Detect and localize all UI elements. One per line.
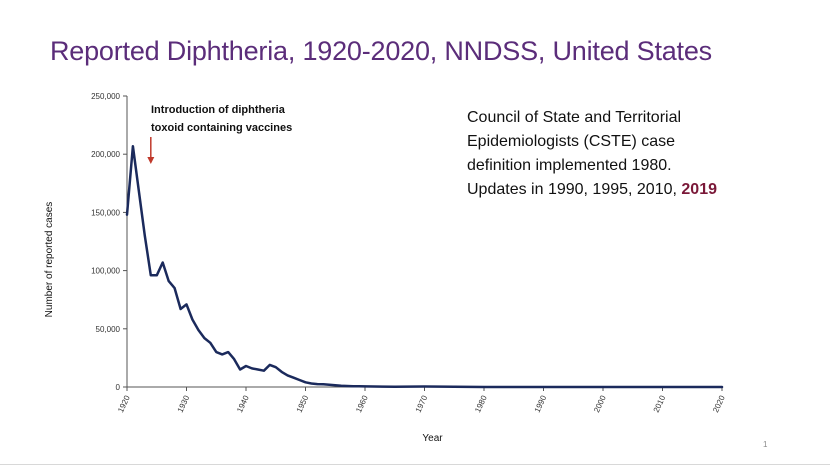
chart-axes [126, 96, 722, 388]
slide-title: Reported Diphtheria, 1920-2020, NNDSS, U… [50, 36, 712, 66]
data-point [167, 280, 170, 282]
data-point [209, 341, 212, 344]
x-tick-label: 2020 [711, 394, 727, 414]
data-point [364, 385, 366, 388]
data-point [245, 365, 247, 367]
x-tick-label: 1930 [176, 394, 192, 414]
data-point [358, 385, 360, 388]
note-line-4: Updates in 1990, 1995, 2010, 2019 [467, 178, 787, 202]
data-point [179, 308, 182, 310]
data-point [138, 190, 140, 193]
data-point [150, 274, 152, 277]
x-axis-label: Year [422, 433, 443, 444]
data-point [423, 385, 426, 388]
data-point [340, 385, 343, 387]
annotation-line-1: Introduction of diphtheria [151, 104, 286, 116]
x-tick-label: 1950 [295, 394, 311, 414]
case-definition-note: Council of State and Territorial Epidemi… [467, 106, 787, 202]
x-tick-label: 1920 [116, 394, 132, 414]
data-point [316, 383, 319, 385]
data-point [161, 261, 164, 264]
y-tick-label: 100,000 [91, 267, 120, 276]
note-line-4-text: Updates in 1990, 1995, 2010, [467, 181, 682, 198]
y-axis-ticks: 0 50,000 100,000 150,000 200,000 250,000 [91, 92, 127, 392]
x-tick-label: 2000 [592, 394, 608, 414]
note-highlight-year: 2019 [681, 181, 717, 198]
y-axis-label: Number of reported cases [44, 202, 55, 318]
data-point [280, 371, 283, 373]
y-tick-label: 150,000 [91, 208, 120, 217]
data-point [233, 358, 235, 360]
data-point [197, 329, 200, 331]
data-point [239, 368, 241, 371]
x-tick-label: 1960 [354, 394, 370, 414]
data-point [542, 386, 545, 388]
y-tick-label: 0 [116, 383, 121, 392]
data-point [483, 386, 485, 388]
data-point [203, 337, 206, 339]
data-point [132, 145, 134, 147]
data-point [144, 234, 146, 237]
data-point [126, 213, 128, 216]
y-tick-label: 250,000 [91, 92, 120, 101]
note-line-2: Epidemiologists (CSTE) case [467, 133, 676, 150]
data-point [185, 303, 188, 306]
data-point [602, 386, 604, 388]
data-point [346, 385, 348, 387]
x-tick-label: 1970 [414, 394, 430, 414]
data-point [292, 376, 295, 379]
data-point [334, 384, 337, 387]
data-point [453, 385, 456, 388]
y-tick-label: 50,000 [96, 325, 121, 334]
data-point [298, 379, 301, 381]
data-point [191, 318, 194, 321]
data-point [269, 364, 271, 366]
data-point [173, 287, 176, 289]
data-point [215, 351, 218, 353]
data-point [251, 367, 253, 370]
annotation-arrow-head [147, 157, 155, 164]
data-point [227, 351, 229, 353]
data-point [155, 274, 158, 277]
x-tick-label: 1940 [235, 394, 251, 414]
data-point [310, 382, 313, 385]
series-line [125, 144, 724, 389]
data-point [661, 386, 664, 388]
data-point [286, 374, 289, 377]
data-point [721, 386, 723, 388]
vaccine-annotation: Introduction of diphtheria toxoid contai… [147, 104, 292, 164]
x-tick-label: 2010 [652, 394, 668, 414]
annotation-line-2: toxoid containing vaccines [151, 122, 292, 134]
x-tick-label: 1980 [473, 394, 489, 414]
data-point [304, 381, 307, 384]
x-axis-ticks: 1920 1930 1940 1950 1960 1970 1980 1990 2000 2010… [116, 387, 727, 414]
note-line-3: definition implemented 1980. [467, 157, 672, 174]
data-point [352, 385, 354, 387]
series-layer [125, 144, 724, 389]
data-point [263, 369, 265, 372]
data-point [328, 383, 331, 386]
x-tick-label: 1990 [533, 394, 549, 414]
data-point [257, 368, 259, 371]
slide-number: 1 [763, 440, 768, 449]
data-point [221, 353, 223, 356]
data-point [393, 386, 396, 388]
note-line-1: Council of State and Territorial [467, 109, 682, 126]
data-point [322, 383, 325, 386]
data-point [274, 366, 277, 369]
y-tick-label: 200,000 [91, 150, 120, 159]
bottom-divider [0, 464, 830, 465]
